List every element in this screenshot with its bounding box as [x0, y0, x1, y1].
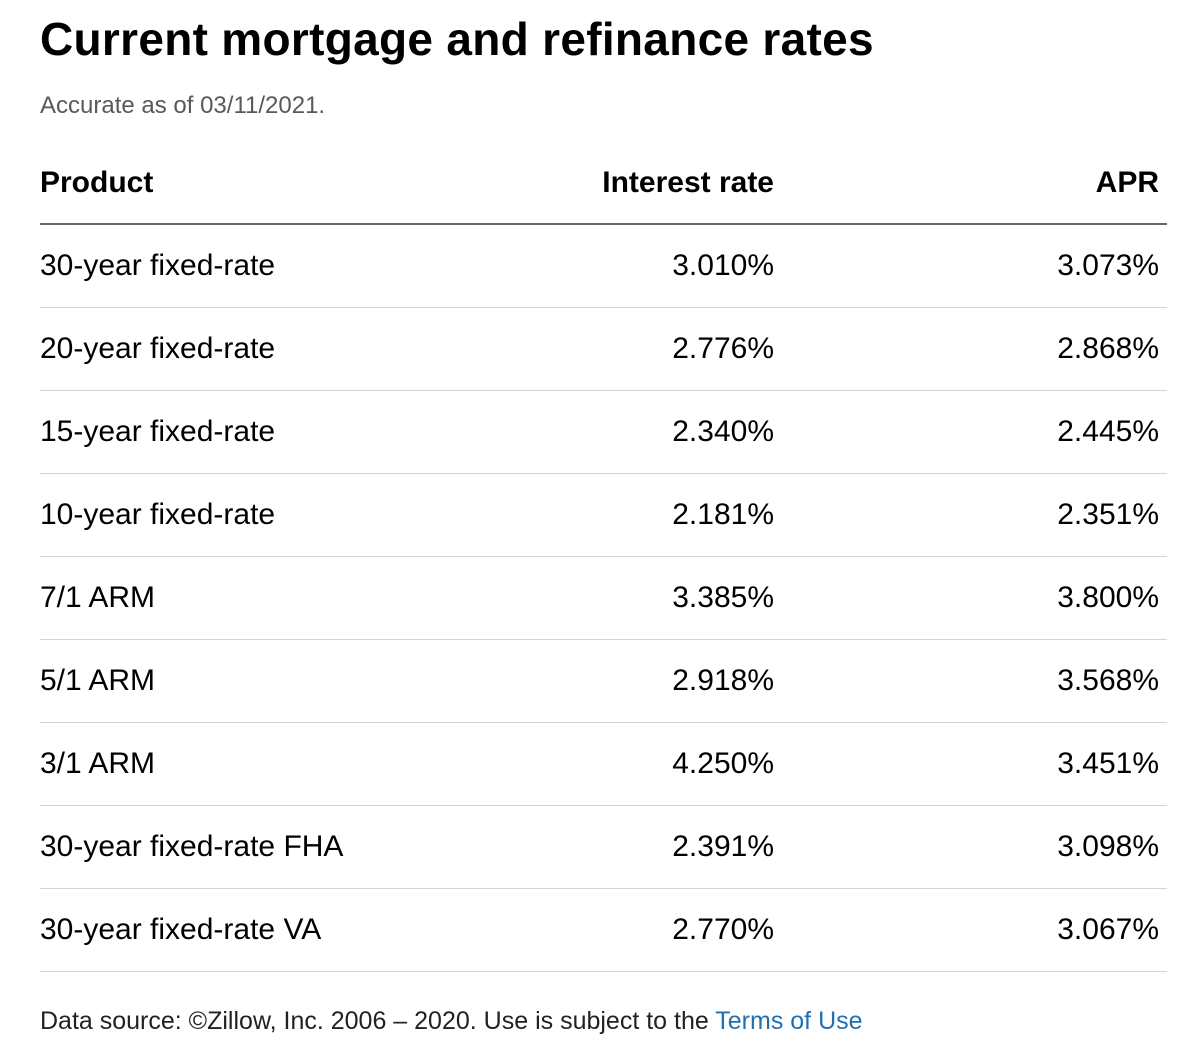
interest-rate-cell: 3.385%: [580, 556, 774, 640]
table-row: 30-year fixed-rate VA 2.770% 3.067%: [40, 888, 1167, 972]
interest-rate-cell: 2.776%: [580, 307, 774, 391]
table-row: 3/1 ARM 4.250% 3.451%: [40, 722, 1167, 806]
table-header-row: Product Interest rate APR: [40, 143, 1167, 225]
product-cell: 30-year fixed-rate FHA: [40, 805, 580, 889]
interest-rate-cell: 3.010%: [580, 224, 774, 308]
product-cell: 15-year fixed-rate: [40, 390, 580, 474]
product-cell: 30-year fixed-rate VA: [40, 888, 580, 972]
apr-cell: 3.073%: [774, 224, 1167, 308]
interest-rate-cell: 2.181%: [580, 473, 774, 557]
table-row: 5/1 ARM 2.918% 3.568%: [40, 639, 1167, 723]
table-row: 10-year fixed-rate 2.181% 2.351%: [40, 473, 1167, 557]
terms-of-use-link[interactable]: Terms of Use: [715, 1007, 863, 1035]
page-title: Current mortgage and refinance rates: [40, 13, 874, 65]
product-cell: 20-year fixed-rate: [40, 307, 580, 391]
table-row: 30-year fixed-rate 3.010% 3.073%: [40, 224, 1167, 308]
column-header-interest-rate: Interest rate: [580, 143, 774, 225]
apr-cell: 3.067%: [774, 888, 1167, 972]
table-row: 20-year fixed-rate 2.776% 2.868%: [40, 307, 1167, 391]
apr-cell: 3.451%: [774, 722, 1167, 806]
data-source-text: Data source: ©Zillow, Inc. 2006 – 2020. …: [40, 1007, 716, 1035]
apr-cell: 3.098%: [774, 805, 1167, 889]
interest-rate-cell: 2.918%: [580, 639, 774, 723]
table-row: 7/1 ARM 3.385% 3.800%: [40, 556, 1167, 640]
interest-rate-cell: 2.391%: [580, 805, 774, 889]
accuracy-date: Accurate as of 03/11/2021.: [40, 92, 326, 119]
interest-rate-cell: 2.770%: [580, 888, 774, 972]
product-cell: 7/1 ARM: [40, 556, 580, 640]
product-cell: 5/1 ARM: [40, 639, 580, 723]
table-row: 15-year fixed-rate 2.340% 2.445%: [40, 390, 1167, 474]
interest-rate-cell: 2.340%: [580, 390, 774, 474]
rates-table: Product Interest rate APR 30-year fixed-…: [40, 143, 1167, 972]
product-cell: 10-year fixed-rate: [40, 473, 580, 557]
apr-cell: 2.445%: [774, 390, 1167, 474]
apr-cell: 3.568%: [774, 639, 1167, 723]
rates-table-body: 30-year fixed-rate 3.010% 3.073% 20-year…: [40, 224, 1167, 972]
interest-rate-cell: 4.250%: [580, 722, 774, 806]
apr-cell: 3.800%: [774, 556, 1167, 640]
apr-cell: 2.351%: [774, 473, 1167, 557]
data-source-footer: Data source: ©Zillow, Inc. 2006 – 2020. …: [40, 1007, 863, 1036]
apr-cell: 2.868%: [774, 307, 1167, 391]
table-row: 30-year fixed-rate FHA 2.391% 3.098%: [40, 805, 1167, 889]
product-cell: 3/1 ARM: [40, 722, 580, 806]
column-header-apr: APR: [774, 143, 1167, 225]
column-header-product: Product: [40, 143, 580, 225]
product-cell: 30-year fixed-rate: [40, 224, 580, 308]
